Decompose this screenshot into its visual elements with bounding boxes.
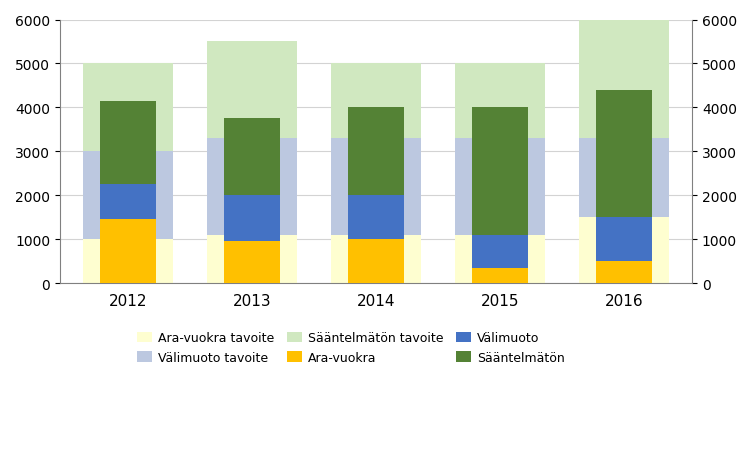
Bar <box>596 218 652 262</box>
Bar <box>83 64 173 152</box>
Bar <box>224 119 280 196</box>
Bar <box>456 139 544 235</box>
Bar <box>472 235 528 268</box>
Bar <box>348 196 404 239</box>
Bar <box>208 42 296 139</box>
Bar <box>100 101 156 185</box>
Bar <box>472 268 528 283</box>
Bar <box>208 139 296 235</box>
Bar <box>579 20 669 139</box>
Bar <box>224 242 280 283</box>
Bar <box>332 235 420 283</box>
Bar <box>100 220 156 283</box>
Bar <box>579 218 669 283</box>
Bar <box>224 196 280 242</box>
Bar <box>348 108 404 196</box>
Bar <box>579 139 669 218</box>
Bar <box>83 239 173 283</box>
Legend: Ara-vuokra tavoite, Välimuoto tavoite, Sääntelmätön tavoite, Ara-vuokra, Välimuo: Ara-vuokra tavoite, Välimuoto tavoite, S… <box>137 332 565 364</box>
Bar <box>596 262 652 283</box>
Bar <box>456 235 544 283</box>
Bar <box>100 185 156 220</box>
Bar <box>332 139 420 235</box>
Bar <box>83 152 173 239</box>
Bar <box>472 108 528 235</box>
Bar <box>348 239 404 283</box>
Bar <box>208 235 296 283</box>
Bar <box>456 64 544 139</box>
Bar <box>596 91 652 218</box>
Bar <box>332 64 420 139</box>
